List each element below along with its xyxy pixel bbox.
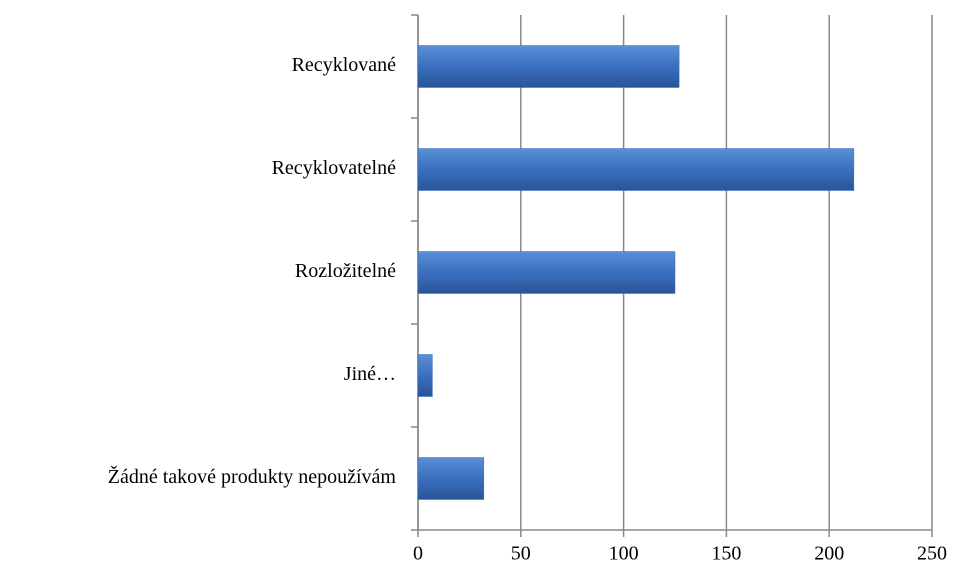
y-tick-label: Recyklované	[292, 54, 397, 76]
y-tick-label: Žádné takové produkty nepoužívám	[108, 465, 397, 488]
bar	[417, 354, 433, 397]
y-tick-label: Recyklovatelné	[272, 157, 397, 179]
bar	[417, 45, 680, 88]
y-tick-label: Jiné…	[344, 363, 396, 385]
x-tick-label: 250	[917, 543, 947, 565]
y-tick-label: Rozložitelné	[295, 260, 396, 282]
bar	[417, 457, 485, 500]
x-tick-label: 150	[711, 543, 741, 565]
x-tick-label: 100	[609, 543, 639, 565]
x-tick-label: 50	[511, 543, 531, 565]
bar	[417, 251, 676, 294]
x-tick-label: 200	[814, 543, 844, 565]
x-tick-label: 0	[413, 543, 423, 565]
bar	[417, 148, 855, 191]
